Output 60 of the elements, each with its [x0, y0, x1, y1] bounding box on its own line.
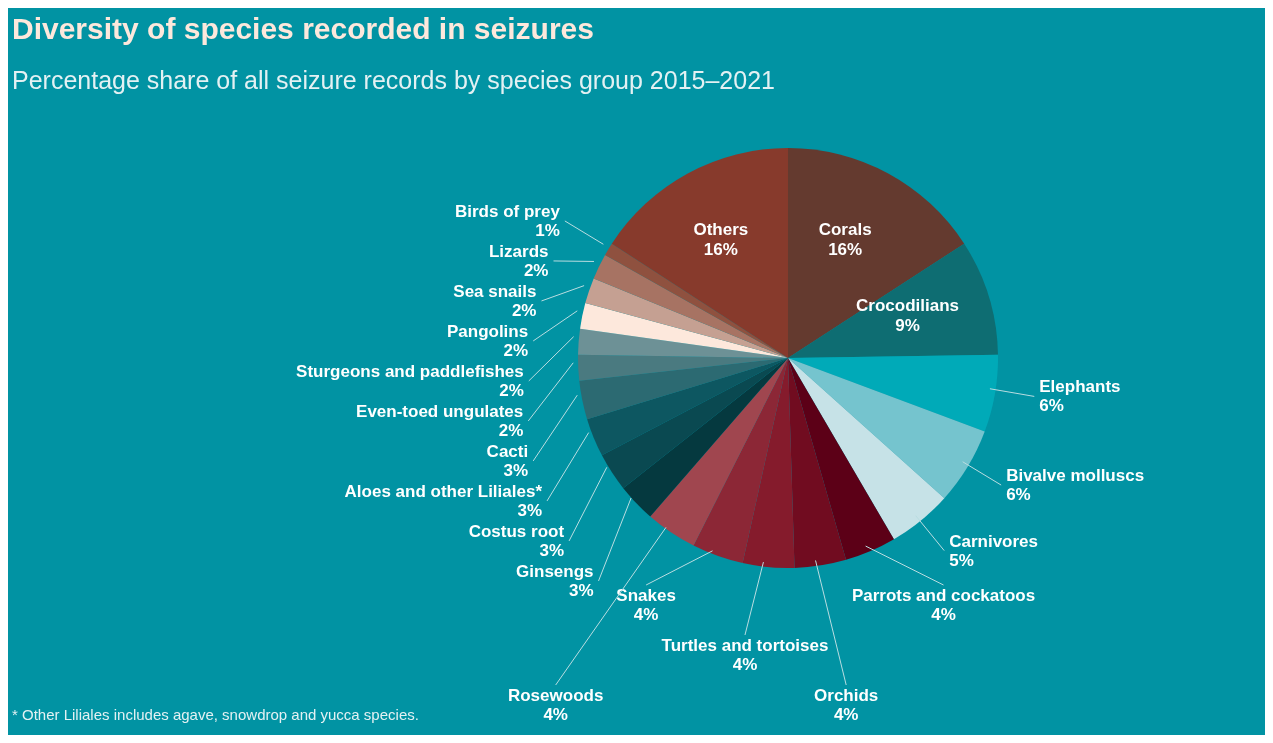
pie-slice — [611, 148, 788, 358]
pie-slice — [579, 358, 788, 420]
data-label: 2% — [511, 300, 537, 320]
slice-label: Carnivores — [949, 531, 1039, 551]
pie-slice — [585, 278, 788, 358]
slice-label: Cacti — [486, 441, 529, 461]
data-label: 16% — [703, 239, 738, 259]
data-label: 1% — [535, 220, 560, 240]
data-label: 4% — [633, 605, 659, 624]
pie-slice — [788, 358, 894, 560]
slice-label: Others — [693, 219, 749, 239]
slice-label: Sturgeons and paddlefishes — [296, 361, 524, 381]
slice-label: Birds of prey — [455, 201, 561, 221]
slice-label: Elephants — [1039, 377, 1121, 397]
data-label: 2% — [499, 380, 524, 400]
pie-slice — [587, 358, 788, 456]
chart-title: Diversity of species recorded in seizures — [12, 12, 594, 46]
slice-label: Bivalve molluscs — [1006, 466, 1145, 486]
pie-slice — [650, 358, 788, 546]
slice-label: Even-toed ungulates — [356, 401, 524, 421]
data-label: 4% — [931, 605, 956, 624]
data-label: 3% — [568, 580, 594, 600]
slice-label: Pangolins — [446, 321, 529, 341]
slice-label: Orchids — [814, 686, 879, 705]
slice-label: Turtles and tortoises — [661, 636, 829, 655]
data-label: 3% — [503, 460, 529, 480]
pie-slice — [788, 358, 945, 540]
data-label: 6% — [1006, 485, 1031, 505]
slice-label: Parrots and cockatoos — [851, 586, 1036, 605]
slice-label: Costus root — [468, 521, 565, 541]
pie-slice — [788, 243, 998, 358]
data-label: 3% — [539, 540, 565, 560]
pie-slice — [788, 354, 998, 432]
data-label: 4% — [833, 705, 859, 724]
slice-label: Corals — [818, 219, 872, 239]
pie-slice — [788, 358, 985, 499]
pie-slice — [788, 358, 847, 568]
slice-label: Snakes — [616, 586, 676, 605]
data-label: 4% — [732, 655, 758, 674]
pie-slice — [601, 358, 788, 489]
data-label: 9% — [895, 316, 920, 336]
slice-label: Ginsengs — [516, 561, 594, 581]
data-label: 3% — [517, 500, 543, 520]
data-label: 5% — [949, 550, 974, 570]
pie-slice — [788, 148, 965, 358]
data-label: 2% — [523, 260, 549, 280]
data-label: 6% — [1039, 396, 1064, 416]
data-label: 2% — [498, 420, 524, 440]
data-label: 4% — [543, 705, 568, 724]
slice-label: Aloes and other Liliales* — [344, 481, 543, 501]
pie-slice — [580, 303, 788, 358]
pie-slice — [623, 358, 788, 517]
slice-label: Crocodilians — [856, 296, 960, 316]
data-label: 16% — [828, 239, 863, 259]
chart-subtitle: Percentage share of all seizure records by species group 2015–2021 — [12, 66, 775, 95]
text: * Other Liliales includes agave, snowdrop and yucca species. — [12, 706, 419, 723]
data-label: 2% — [503, 340, 529, 360]
slice-label: Lizards — [488, 241, 549, 261]
slice-label: Sea snails — [453, 281, 537, 301]
slice-label: Rosewoods — [507, 686, 604, 705]
